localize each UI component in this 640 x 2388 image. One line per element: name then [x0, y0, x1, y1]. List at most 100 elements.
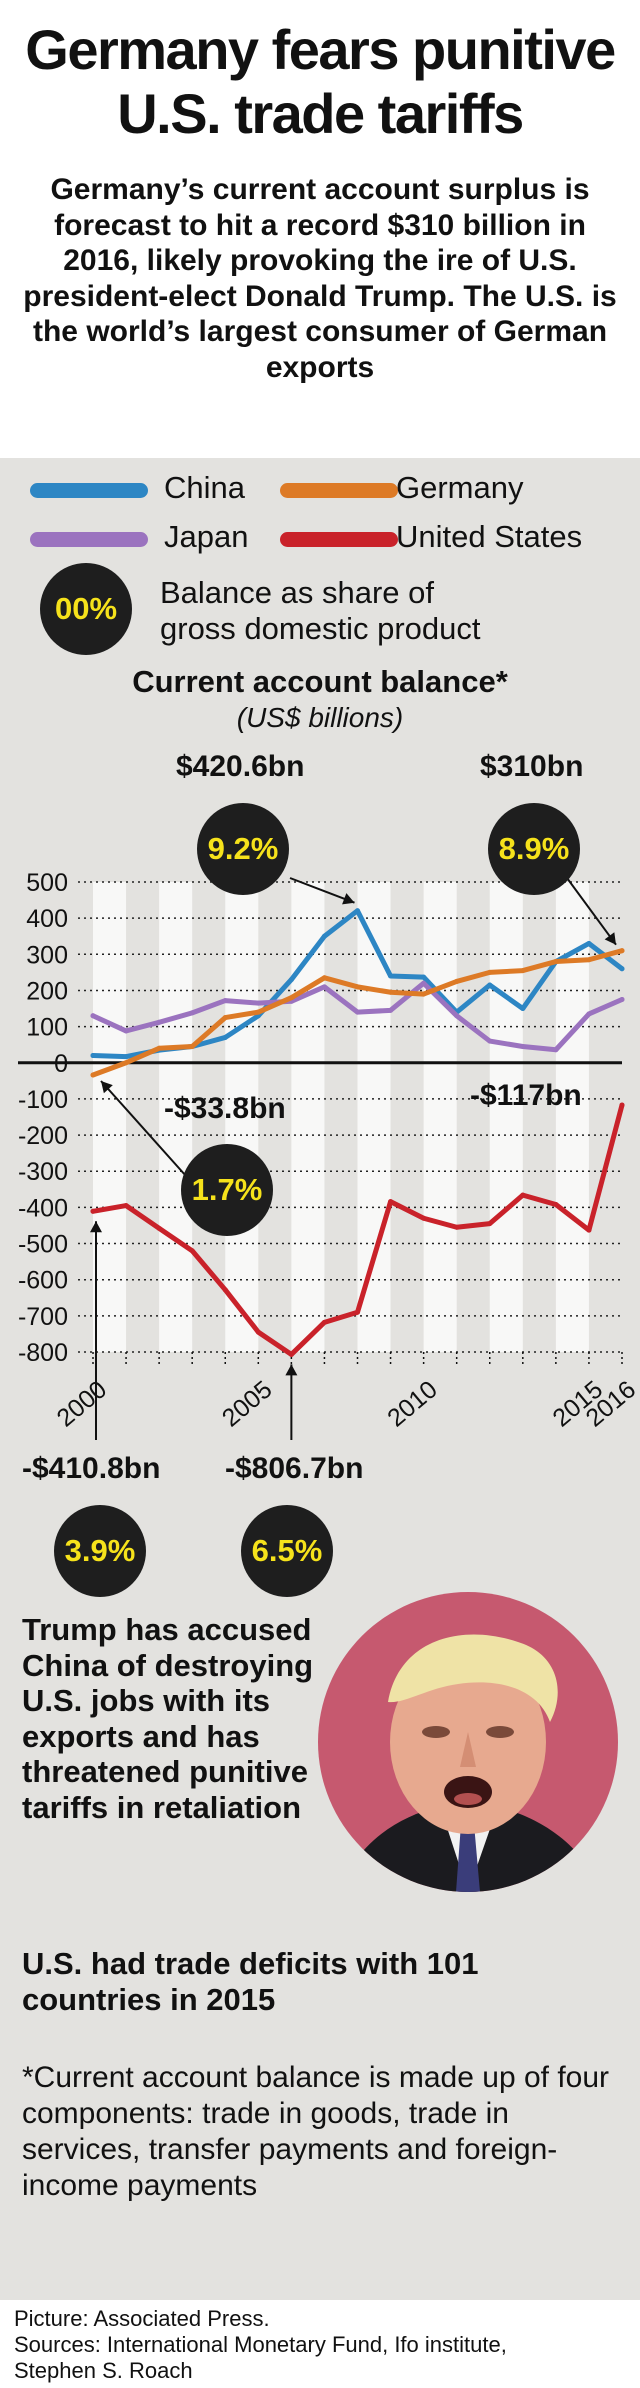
y-tick-label: -800	[18, 1339, 68, 1367]
y-tick-label: 300	[26, 941, 68, 969]
data-point-japan	[487, 1038, 493, 1044]
year-stripe	[291, 882, 325, 1352]
data-point-germany	[520, 968, 526, 974]
data-point-china	[288, 977, 294, 983]
data-point-us	[90, 1208, 96, 1214]
legend-label-germany: Germany	[396, 470, 524, 505]
share-legend-line-1: Balance as share of	[160, 575, 435, 610]
credits: Picture: Associated Press. Sources: Inte…	[14, 2306, 634, 2384]
data-point-japan	[123, 1028, 129, 1034]
data-point-us	[454, 1224, 460, 1230]
data-point-us	[553, 1201, 559, 1207]
data-point-japan	[388, 1007, 394, 1013]
year-stripe	[93, 882, 127, 1352]
data-point-japan	[553, 1047, 559, 1053]
chart-title: Current account balance*	[132, 664, 508, 699]
data-point-us	[520, 1192, 526, 1198]
y-tick-label: -700	[18, 1303, 68, 1331]
data-point-japan	[222, 998, 228, 1004]
data-point-china	[619, 966, 625, 972]
credits-line-2: Sources: International Monetary Fund, If…	[14, 2332, 507, 2357]
trump-text: Trump has accused China of destroying U.…	[22, 1612, 314, 1825]
legend-label-us: United States	[396, 519, 583, 554]
data-point-japan	[321, 984, 327, 990]
germany-2000-pointer-head	[101, 1080, 113, 1094]
data-point-china	[520, 1006, 526, 1012]
data-point-japan	[454, 1013, 460, 1019]
data-point-us	[288, 1351, 294, 1357]
data-point-japan	[355, 1009, 360, 1015]
data-point-germany	[255, 1009, 261, 1015]
share-legend-bubble: 00%	[40, 563, 132, 655]
y-tick-label: -300	[18, 1158, 68, 1186]
share-legend-text: Balance as share of gross domestic produ…	[160, 575, 480, 647]
x-tick-label: 2010	[382, 1375, 443, 1432]
us-2000-label: -$410.8bn	[22, 1452, 161, 1485]
us-2016-label: -$117bn	[470, 1079, 582, 1112]
y-tick-label: 200	[26, 977, 68, 1005]
x-tick-label: 2005	[217, 1375, 278, 1432]
y-tick-label: -100	[18, 1086, 68, 1114]
data-point-germany	[288, 995, 294, 1001]
y-tick-label: 0	[54, 1050, 68, 1078]
y-tick-label: 100	[26, 1014, 68, 1042]
data-point-germany	[421, 991, 427, 997]
data-point-china	[355, 908, 360, 914]
footnote: *Current account balance is made up of f…	[22, 2061, 610, 2202]
germany-2016-pointer-head	[604, 932, 616, 945]
china-peak-bubble: 9.2%	[197, 803, 289, 895]
y-tick-label: 400	[26, 905, 68, 933]
data-point-us	[487, 1221, 493, 1227]
data-point-china	[388, 973, 394, 979]
data-point-china	[123, 1054, 129, 1060]
data-point-china	[321, 933, 327, 939]
chart-panel	[0, 458, 640, 2300]
y-tick-label: -400	[18, 1194, 68, 1222]
data-point-china	[586, 940, 592, 946]
data-point-china	[90, 1053, 96, 1059]
y-tick-label: -600	[18, 1267, 68, 1295]
deficit-text: U.S. had trade deficits with 101 countri…	[22, 1946, 479, 2017]
data-point-germany	[355, 984, 360, 990]
data-point-japan	[90, 1013, 96, 1019]
data-point-germany	[222, 1015, 228, 1021]
data-point-us	[123, 1203, 129, 1209]
year-stripe	[357, 882, 391, 1352]
data-point-us	[255, 1329, 261, 1335]
legend-label-japan: Japan	[164, 519, 249, 554]
germany-2016-label: $310bn	[480, 750, 584, 783]
data-point-china	[487, 982, 493, 988]
us-2006-label: -$806.7bn	[225, 1452, 364, 1485]
year-stripe	[225, 882, 259, 1352]
germany-2000-bubble: 1.7%	[181, 1144, 273, 1236]
data-point-germany	[487, 969, 493, 975]
title-line-1: Germany fears punitive	[25, 18, 616, 81]
legend-swatch-germany	[280, 483, 398, 498]
year-stripe	[423, 882, 457, 1352]
data-point-japan	[189, 1010, 195, 1016]
portrait-illustration	[338, 1634, 603, 1892]
share-legend-line-2: gross domestic product	[160, 611, 481, 646]
data-point-us	[619, 1102, 625, 1108]
data-point-us	[421, 1215, 427, 1221]
us-2000-bubble: 3.9%	[54, 1505, 146, 1597]
legend-swatch-japan	[30, 532, 148, 547]
y-tick-label: -500	[18, 1231, 68, 1259]
title-line-2: U.S. trade tariffs	[117, 82, 524, 145]
china-peak-pointer-head	[342, 893, 355, 905]
legend-label-china: China	[164, 470, 245, 505]
data-point-japan	[586, 1011, 592, 1017]
data-point-us	[321, 1319, 327, 1325]
page-title: Germany fears punitive U.S. trade tariff…	[0, 18, 640, 146]
data-point-us	[222, 1287, 228, 1293]
us-2006-bubble: 6.5%	[241, 1505, 333, 1597]
data-point-china	[421, 974, 427, 980]
data-point-germany	[90, 1072, 96, 1078]
data-point-japan	[156, 1019, 162, 1025]
china-peak-label: $420.6bn	[176, 750, 305, 783]
data-point-germany	[619, 948, 625, 954]
germany-2016-bubble: 8.9%	[488, 803, 580, 895]
data-point-germany	[123, 1060, 129, 1066]
data-point-us	[156, 1225, 162, 1231]
y-tick-label: -200	[18, 1122, 68, 1150]
